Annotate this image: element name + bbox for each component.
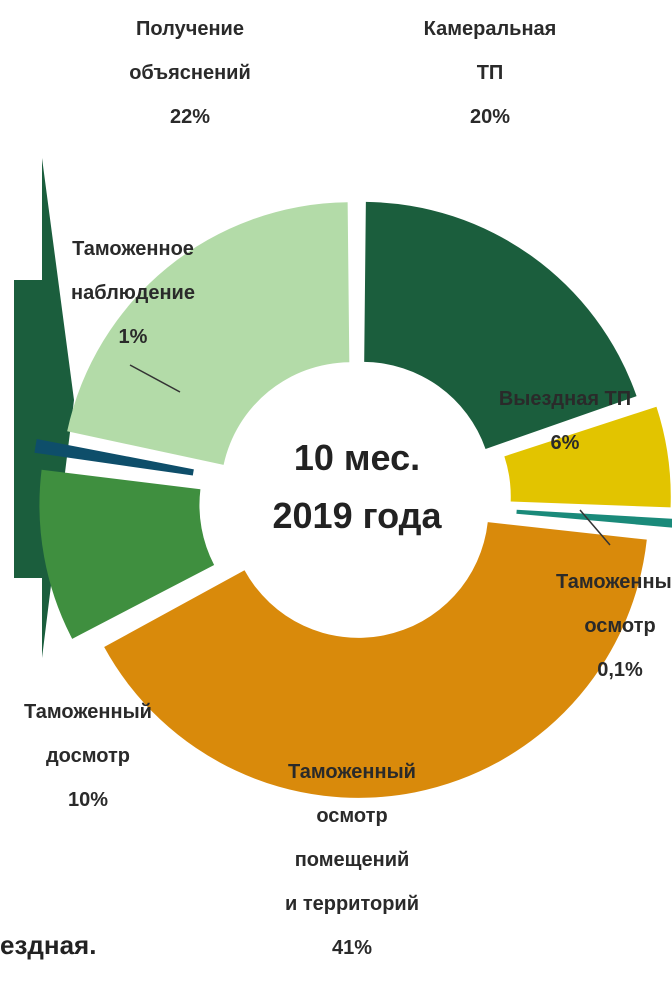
slice-label-line: Таможенный xyxy=(556,571,672,593)
slice-label-5: Таможенный досмотр 10% xyxy=(24,701,152,811)
leader-line-3 xyxy=(579,509,611,546)
slice-label-4: Таможенный осмотр помещений и территорий 41% xyxy=(285,761,419,959)
slice-7 xyxy=(67,202,350,465)
slice-percent: 0,1% xyxy=(597,659,643,681)
left-arrow-shape xyxy=(14,158,74,658)
slice-2 xyxy=(504,406,671,508)
slice-label-line: Получение xyxy=(136,18,244,40)
slice-label-7: Получение объяснений 22% xyxy=(129,18,251,128)
slice-percent: 10% xyxy=(68,789,108,811)
slice-3 xyxy=(516,509,672,528)
slice-label-3: Таможенный осмотр 0,1% xyxy=(556,571,672,681)
center-line-2: 2019 года xyxy=(273,495,443,536)
slice-label-line: наблюдение xyxy=(71,282,195,304)
slice-label-line: объяснений xyxy=(129,62,251,84)
slice-label-line: Таможенный xyxy=(288,761,416,783)
slice-5 xyxy=(39,469,215,639)
slice-label-line: помещений xyxy=(295,849,410,871)
leader-line-6 xyxy=(129,364,181,393)
leader-lines xyxy=(129,364,611,546)
slice-percent: 6% xyxy=(551,432,580,454)
center-line-1: 10 мес. xyxy=(294,437,420,478)
slice-percent: 1% xyxy=(119,326,148,348)
slice-label-line: ТП xyxy=(477,62,504,84)
slice-label-line: осмотр xyxy=(316,805,387,827)
slice-1 xyxy=(364,201,637,449)
slice-6 xyxy=(34,438,194,476)
slice-label-line: и территорий xyxy=(285,893,419,915)
slice-label-2: Выездная ТП 6% xyxy=(499,388,631,454)
slice-label-line: Выездная ТП xyxy=(499,388,631,410)
slice-label-line: досмотр xyxy=(46,745,130,767)
slice-labels: Камеральная ТП 20% Выездная ТП 6% Таможенный о… xyxy=(24,18,672,959)
slice-label-line: осмотр xyxy=(584,615,655,637)
slice-percent: 41% xyxy=(332,937,372,959)
cropped-text-fragment: ездная. xyxy=(0,930,97,960)
slice-4 xyxy=(104,522,647,798)
slice-label-6: Таможенное наблюдение 1% xyxy=(71,238,195,348)
slice-label-1: Камеральная ТП 20% xyxy=(424,18,557,128)
slice-label-line: Таможенное xyxy=(72,238,194,260)
slice-label-line: Камеральная xyxy=(424,18,557,40)
donut-slices xyxy=(34,201,672,798)
slice-percent: 20% xyxy=(470,106,510,128)
slice-label-line: Таможенный xyxy=(24,701,152,723)
slice-percent: 22% xyxy=(170,106,210,128)
